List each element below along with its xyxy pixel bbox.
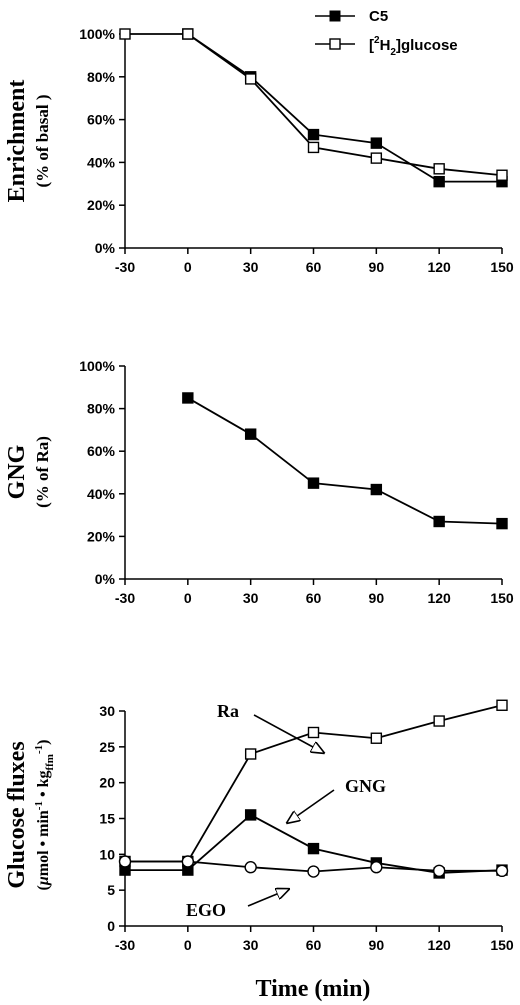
y-tick-label: 60% [87, 112, 116, 128]
data-point-gng-percent [370, 483, 383, 496]
y-tick-label: 25 [99, 739, 115, 755]
x-tick-label: 90 [369, 937, 385, 953]
y-tick-label: 0% [95, 571, 116, 587]
data-point-ego [181, 855, 195, 868]
y-tick-label: 80% [87, 69, 116, 85]
x-tick-label: 150 [490, 590, 514, 606]
legend-label-c5: C5 [369, 8, 388, 25]
data-point-ra [433, 715, 445, 727]
y-axis-title: Glucose fluxes [4, 741, 30, 888]
data-point-2h2-glucose [119, 28, 131, 40]
y-tick-label: 15 [99, 811, 115, 827]
annotation-label-gng: GNG [345, 776, 386, 796]
annotation-arrow-gng [287, 789, 335, 823]
annotation-arrow-ra [253, 714, 324, 753]
y-axis-title: GNG [4, 444, 30, 499]
y-tick-label: 20 [99, 775, 115, 791]
annotation-label-ego: EGO [186, 900, 226, 920]
x-tick-label: 60 [306, 590, 322, 606]
data-point-2h2-glucose [433, 163, 445, 175]
data-point-ra [496, 699, 508, 711]
y-axis-subtitle: (% of basal ) [33, 94, 52, 187]
y-tick-label: 40% [87, 154, 116, 170]
y-tick-label: 0 [107, 918, 115, 934]
legend-label-2h2-glucose: [2H2]glucose [369, 35, 458, 58]
x-tick-label: 30 [243, 259, 259, 275]
y-tick-label: 20% [87, 528, 116, 544]
x-tick-label: 0 [184, 590, 192, 606]
data-point-gng-percent [244, 428, 257, 440]
y-tick-label: 40% [87, 486, 116, 502]
data-point-ego [495, 864, 509, 878]
data-point-ra [244, 748, 257, 760]
data-point-2h2-glucose [182, 28, 194, 40]
annotation-ego: EGO [186, 889, 289, 920]
x-tick-label: 60 [306, 937, 322, 953]
data-point-c5 [433, 175, 445, 188]
x-tick-label: 0 [184, 937, 192, 953]
x-tick-label: 90 [369, 259, 385, 275]
data-point-ego [118, 855, 132, 868]
data-point-2h2-glucose [496, 169, 508, 181]
y-axis-title: Enrichment [4, 80, 30, 203]
x-tick-label: 60 [306, 259, 322, 275]
data-point-gng-percent [182, 392, 194, 404]
x-tick-label: 90 [369, 590, 385, 606]
legend-marker-c5 [329, 10, 341, 22]
data-point-gng [244, 809, 257, 821]
y-axis-subtitle: (μmol • min-1 • kgffm-1) [33, 740, 56, 891]
x-tick-label: 30 [243, 937, 259, 953]
data-point-ra [370, 732, 383, 744]
series-line-2h2-glucose [125, 33, 503, 177]
x-tick-label: 0 [184, 259, 192, 275]
data-point-gng-percent [307, 477, 320, 489]
x-tick-label: -30 [115, 259, 135, 275]
x-tick-label: 120 [427, 937, 451, 953]
enrichment-panel: -30 0 30 60 90 120 150 0% 20% 40% 60% 80% 100% Enric… [4, 8, 514, 275]
data-point-c5 [370, 137, 383, 149]
annotation-arrow-ego [247, 889, 289, 907]
annotation-label-ra: Ra [217, 701, 239, 721]
data-point-ra [307, 726, 320, 739]
y-tick-label: 100% [79, 26, 115, 42]
data-point-2h2-glucose [244, 73, 257, 85]
gng-percent-panel: -30 0 30 60 90 120 150 0% 20% 40% 60% 80% 100% GNG (… [4, 358, 514, 606]
y-tick-label: 5 [107, 882, 115, 898]
y-tick-label: 30 [99, 703, 115, 719]
annotation-gng: GNG [287, 776, 386, 823]
annotation-ra: Ra [217, 701, 324, 753]
x-tick-label: -30 [115, 590, 135, 606]
x-tick-label: 120 [427, 259, 451, 275]
data-point-2h2-glucose [307, 141, 320, 154]
y-axis-subtitle: (% of Ra) [33, 436, 52, 508]
y-tick-label: 80% [87, 401, 116, 417]
series-line-c5 [187, 33, 502, 183]
data-point-gng [307, 842, 320, 855]
data-point-c5 [307, 128, 320, 141]
legend: C5 [2H2]glucose [315, 8, 458, 58]
data-point-ego [244, 861, 257, 874]
x-tick-label: -30 [115, 937, 135, 953]
series-line-gng-percent [187, 397, 503, 525]
x-tick-label: 150 [490, 937, 514, 953]
y-tick-label: 60% [87, 443, 116, 459]
y-tick-label: 20% [87, 197, 116, 213]
data-point-ego [370, 861, 383, 874]
x-axis-title: Time (min) [256, 976, 371, 1002]
data-point-gng-percent [433, 515, 445, 528]
x-tick-label: 150 [490, 259, 514, 275]
x-tick-label: 120 [427, 590, 451, 606]
x-tick-label: 30 [243, 590, 259, 606]
y-tick-label: 0% [95, 240, 116, 256]
data-point-ego [307, 865, 320, 878]
data-point-gng-percent [496, 517, 508, 530]
data-point-ego [432, 864, 446, 878]
data-point-2h2-glucose [370, 152, 383, 164]
y-tick-label: 100% [79, 358, 115, 374]
legend-marker-2h2-glucose [329, 38, 341, 50]
y-tick-label: 10 [99, 846, 115, 862]
